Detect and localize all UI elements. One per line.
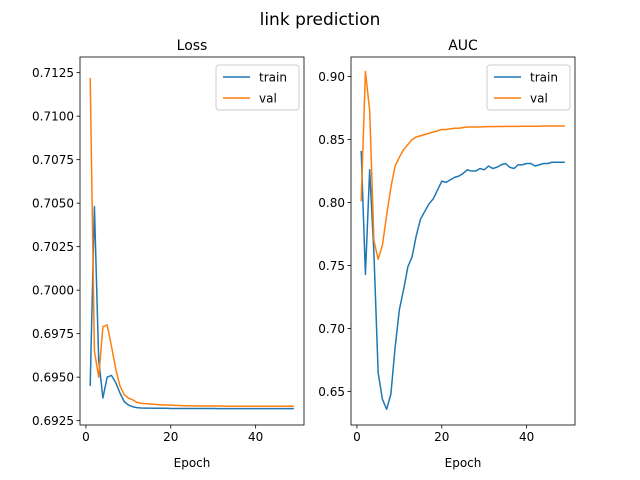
chart-0-series-train-line — [89, 205, 294, 410]
chart-1-title: AUC — [448, 38, 478, 54]
chart-0-legend-label-train: train — [259, 71, 287, 85]
chart-1-xtick-label: 0 — [353, 430, 361, 444]
loss-panel: Loss 0 20 40 0.6925 0.6950 0.6975 0.7000 0.7025 0… — [32, 38, 305, 470]
chart-1-ytick-label: 0.65 — [318, 385, 345, 399]
chart-0-xtick-label: 40 — [248, 430, 263, 444]
chart-0-axes-frame — [79, 56, 305, 426]
chart-1-xtick-label: 40 — [519, 430, 534, 444]
chart-1-ytick-label: 0.85 — [318, 133, 345, 147]
chart-1-series-val-line — [360, 70, 565, 261]
chart-0-ytick-label: 0.7025 — [32, 240, 74, 254]
chart-1-axes-frame — [350, 56, 576, 426]
chart-1-ytick-label: 0.80 — [318, 196, 345, 210]
chart-0-xtick-label: 0 — [82, 430, 90, 444]
chart-1-ytick-label: 0.90 — [318, 70, 345, 84]
chart-0-title: Loss — [177, 38, 208, 54]
chart-0-ytick-label: 0.7075 — [32, 153, 74, 167]
chart-1-xtick-label: 20 — [434, 430, 449, 444]
chart-0-ytick-label: 0.7050 — [32, 196, 74, 210]
chart-1-series-train-line — [360, 150, 565, 410]
figure-title: link prediction — [260, 10, 381, 30]
chart-0-ytick-label: 0.7125 — [32, 66, 74, 80]
chart-1-ytick-label: 0.70 — [318, 322, 345, 336]
chart-1-legend-label-train: train — [530, 71, 558, 85]
chart-0-ytick-label: 0.6975 — [32, 327, 74, 341]
chart-0-ytick-label: 0.6925 — [32, 414, 74, 428]
chart-1-legend: train val — [486, 64, 571, 111]
chart-0-series-val-line — [89, 77, 294, 407]
chart-0-xlabel: Epoch — [174, 456, 211, 470]
chart-0-legend-label-val: val — [259, 92, 277, 106]
chart-0-xtick-label: 20 — [163, 430, 178, 444]
chart-0-ytick-label: 0.7100 — [32, 109, 74, 123]
chart-1-ytick-label: 0.75 — [318, 259, 345, 273]
chart-0-ytick-label: 0.7000 — [32, 283, 74, 297]
chart-1-xlabel: Epoch — [445, 456, 482, 470]
chart-1-legend-label-val: val — [530, 92, 548, 106]
auc-panel: AUC 0 20 40 0.65 0.70 0.75 0.80 0.85 0.90 Epoch tra… — [318, 38, 576, 470]
chart-0-ytick-label: 0.6950 — [32, 370, 74, 384]
chart-0-legend: train val — [215, 64, 300, 111]
